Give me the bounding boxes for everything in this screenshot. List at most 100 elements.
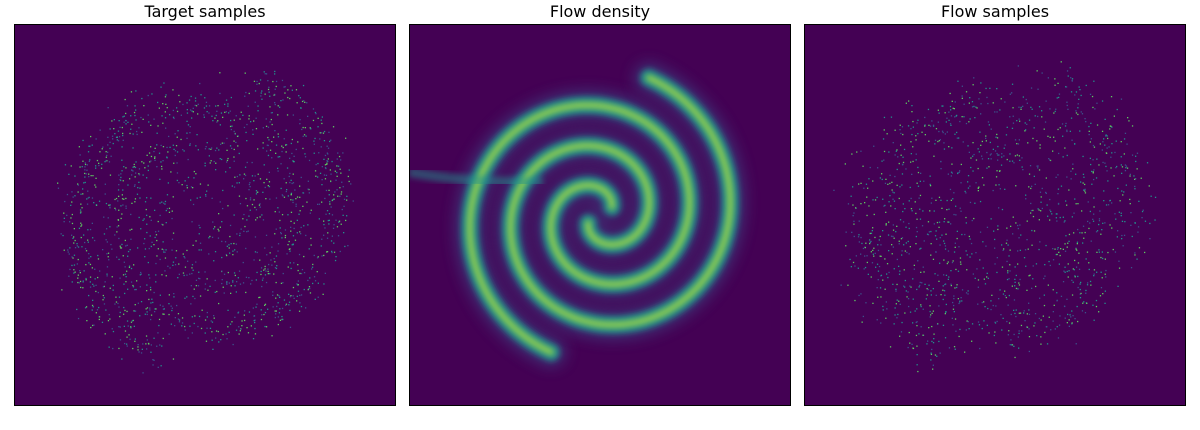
sample-point: [888, 221, 890, 223]
sample-point: [878, 265, 881, 268]
sample-point: [1068, 189, 1070, 191]
sample-point: [986, 226, 989, 228]
sample-point: [149, 307, 151, 309]
sample-point: [95, 186, 97, 188]
sample-point: [892, 191, 894, 193]
sample-point: [1135, 178, 1137, 180]
sample-point: [1056, 326, 1058, 328]
sample-point: [153, 150, 155, 153]
sample-point: [858, 294, 860, 297]
sample-point: [121, 213, 123, 215]
sample-point: [84, 176, 86, 178]
sample-point: [155, 274, 157, 276]
sample-point: [944, 133, 946, 135]
sample-point: [261, 279, 264, 281]
sample-point: [292, 182, 295, 184]
sample-point: [162, 146, 165, 148]
sample-point: [1092, 218, 1094, 220]
sample-point: [931, 348, 933, 351]
sample-point: [907, 346, 909, 349]
sample-point: [948, 347, 951, 349]
sample-point: [346, 215, 348, 217]
sample-point: [140, 116, 142, 119]
sample-point: [282, 99, 284, 101]
sample-point: [297, 269, 299, 272]
sample-point: [143, 242, 145, 245]
sample-point: [135, 288, 137, 291]
sample-point: [973, 105, 975, 108]
sample-point: [915, 334, 918, 337]
sample-point: [1071, 294, 1074, 296]
sample-point: [1092, 172, 1094, 174]
sample-point: [1090, 240, 1092, 242]
sample-point: [91, 309, 93, 311]
sample-point: [937, 109, 939, 111]
sample-point: [302, 84, 305, 87]
sample-point: [277, 323, 279, 326]
sample-point: [77, 317, 80, 320]
sample-point: [902, 156, 904, 158]
sample-point: [89, 276, 92, 278]
sample-point: [1014, 312, 1016, 315]
sample-point: [155, 234, 158, 236]
sample-point: [919, 208, 921, 210]
sample-point: [1102, 141, 1104, 143]
sample-point: [1047, 77, 1049, 79]
sample-point: [917, 260, 919, 262]
sample-point: [1128, 120, 1130, 122]
sample-point: [118, 237, 120, 240]
sample-point: [269, 149, 272, 151]
sample-point: [192, 111, 194, 113]
sample-point: [945, 121, 947, 123]
sample-point: [996, 257, 998, 259]
sample-point: [162, 103, 164, 105]
sample-point: [134, 310, 137, 312]
sample-point: [1100, 271, 1102, 273]
sample-point: [919, 281, 921, 284]
sample-point: [912, 120, 914, 123]
sample-point: [1027, 142, 1029, 144]
sample-point: [914, 201, 916, 203]
sample-point: [1041, 207, 1043, 210]
sample-point: [850, 195, 852, 197]
sample-point: [1121, 220, 1124, 222]
sample-point: [88, 176, 90, 178]
sample-point: [869, 241, 871, 243]
sample-point: [248, 277, 250, 279]
sample-point: [1042, 315, 1044, 317]
sample-point: [233, 242, 235, 245]
sample-point: [1108, 146, 1110, 148]
sample-point: [1004, 290, 1006, 292]
sample-point: [922, 308, 924, 310]
sample-point: [1047, 135, 1049, 137]
sample-point: [1141, 217, 1143, 219]
sample-point: [154, 147, 156, 149]
sample-point: [111, 276, 113, 278]
sample-point: [932, 368, 934, 370]
sample-point: [242, 282, 245, 284]
sample-point: [333, 194, 335, 196]
sample-point: [919, 194, 922, 197]
sample-point: [156, 345, 158, 347]
sample-point: [946, 131, 948, 133]
sample-point: [206, 278, 208, 280]
sample-point: [907, 125, 910, 127]
sample-point: [874, 236, 876, 239]
sample-point: [61, 289, 63, 291]
sample-point: [192, 107, 194, 109]
sample-point: [68, 275, 70, 277]
sample-point: [954, 348, 956, 350]
sample-point: [1018, 118, 1020, 120]
sample-point: [324, 167, 327, 169]
sample-point: [933, 155, 935, 157]
sample-point: [252, 307, 254, 309]
sample-point: [1089, 280, 1092, 283]
sample-point: [969, 185, 971, 187]
sample-point: [956, 237, 958, 240]
sample-point: [1055, 176, 1057, 178]
sample-point: [226, 161, 228, 163]
sample-point: [1144, 220, 1147, 222]
sample-point: [1118, 260, 1120, 262]
sample-point: [94, 239, 96, 242]
sample-point: [259, 259, 261, 261]
